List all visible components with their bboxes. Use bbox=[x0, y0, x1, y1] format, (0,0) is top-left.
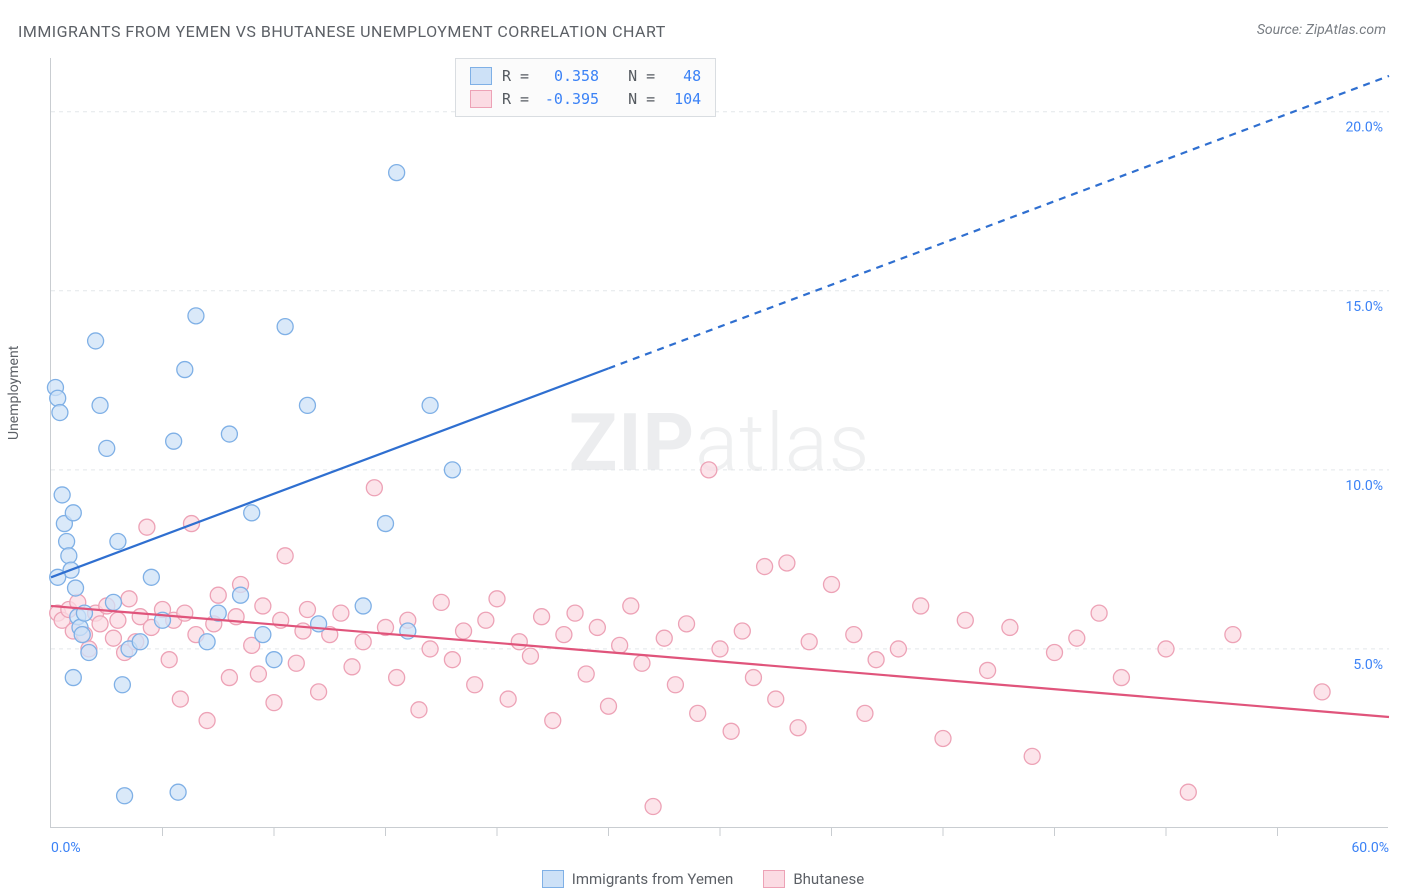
legend-label-series2: Bhutanese bbox=[793, 870, 864, 888]
chart-svg: 5.0%10.0%15.0%20.0%0.0%60.0% bbox=[51, 58, 1388, 827]
svg-text:0.0%: 0.0% bbox=[51, 840, 81, 856]
stats-row-series1: R = 0.358 N = 48 bbox=[470, 65, 701, 88]
stats-n-label: N = bbox=[628, 88, 655, 111]
legend-item-series1: Immigrants from Yemen bbox=[542, 870, 734, 888]
legend-swatch-series2 bbox=[763, 870, 785, 888]
svg-text:10.0%: 10.0% bbox=[1345, 478, 1383, 494]
svg-text:60.0%: 60.0% bbox=[1351, 840, 1389, 856]
source-attribution: Source: ZipAtlas.com bbox=[1257, 22, 1386, 38]
legend-item-series2: Bhutanese bbox=[763, 870, 864, 888]
stats-row-series2: R = -0.395 N = 104 bbox=[470, 88, 701, 111]
stats-n-value-2: 104 bbox=[665, 88, 701, 111]
stats-r-label: R = bbox=[502, 88, 529, 111]
swatch-series1 bbox=[470, 67, 492, 85]
stats-r-value-1: 0.358 bbox=[539, 65, 599, 88]
svg-text:15.0%: 15.0% bbox=[1345, 299, 1383, 315]
correlation-stats-box: R = 0.358 N = 48 R = -0.395 N = 104 bbox=[455, 58, 716, 117]
legend-label-series1: Immigrants from Yemen bbox=[572, 870, 734, 888]
chart-title: IMMIGRANTS FROM YEMEN VS BHUTANESE UNEMP… bbox=[18, 22, 666, 41]
stats-r-value-2: -0.395 bbox=[539, 88, 599, 111]
stats-r-label: R = bbox=[502, 65, 529, 88]
swatch-series2 bbox=[470, 90, 492, 108]
stats-n-value-1: 48 bbox=[665, 65, 701, 88]
svg-text:5.0%: 5.0% bbox=[1353, 657, 1383, 673]
stats-n-label: N = bbox=[628, 65, 655, 88]
plot-area: ZIPatlas 5.0%10.0%15.0%20.0%0.0%60.0% bbox=[50, 58, 1388, 828]
svg-text:20.0%: 20.0% bbox=[1345, 120, 1383, 136]
legend-swatch-series1 bbox=[542, 870, 564, 888]
bottom-legend: Immigrants from Yemen Bhutanese bbox=[0, 870, 1406, 888]
y-axis-label: Unemployment bbox=[6, 346, 22, 440]
